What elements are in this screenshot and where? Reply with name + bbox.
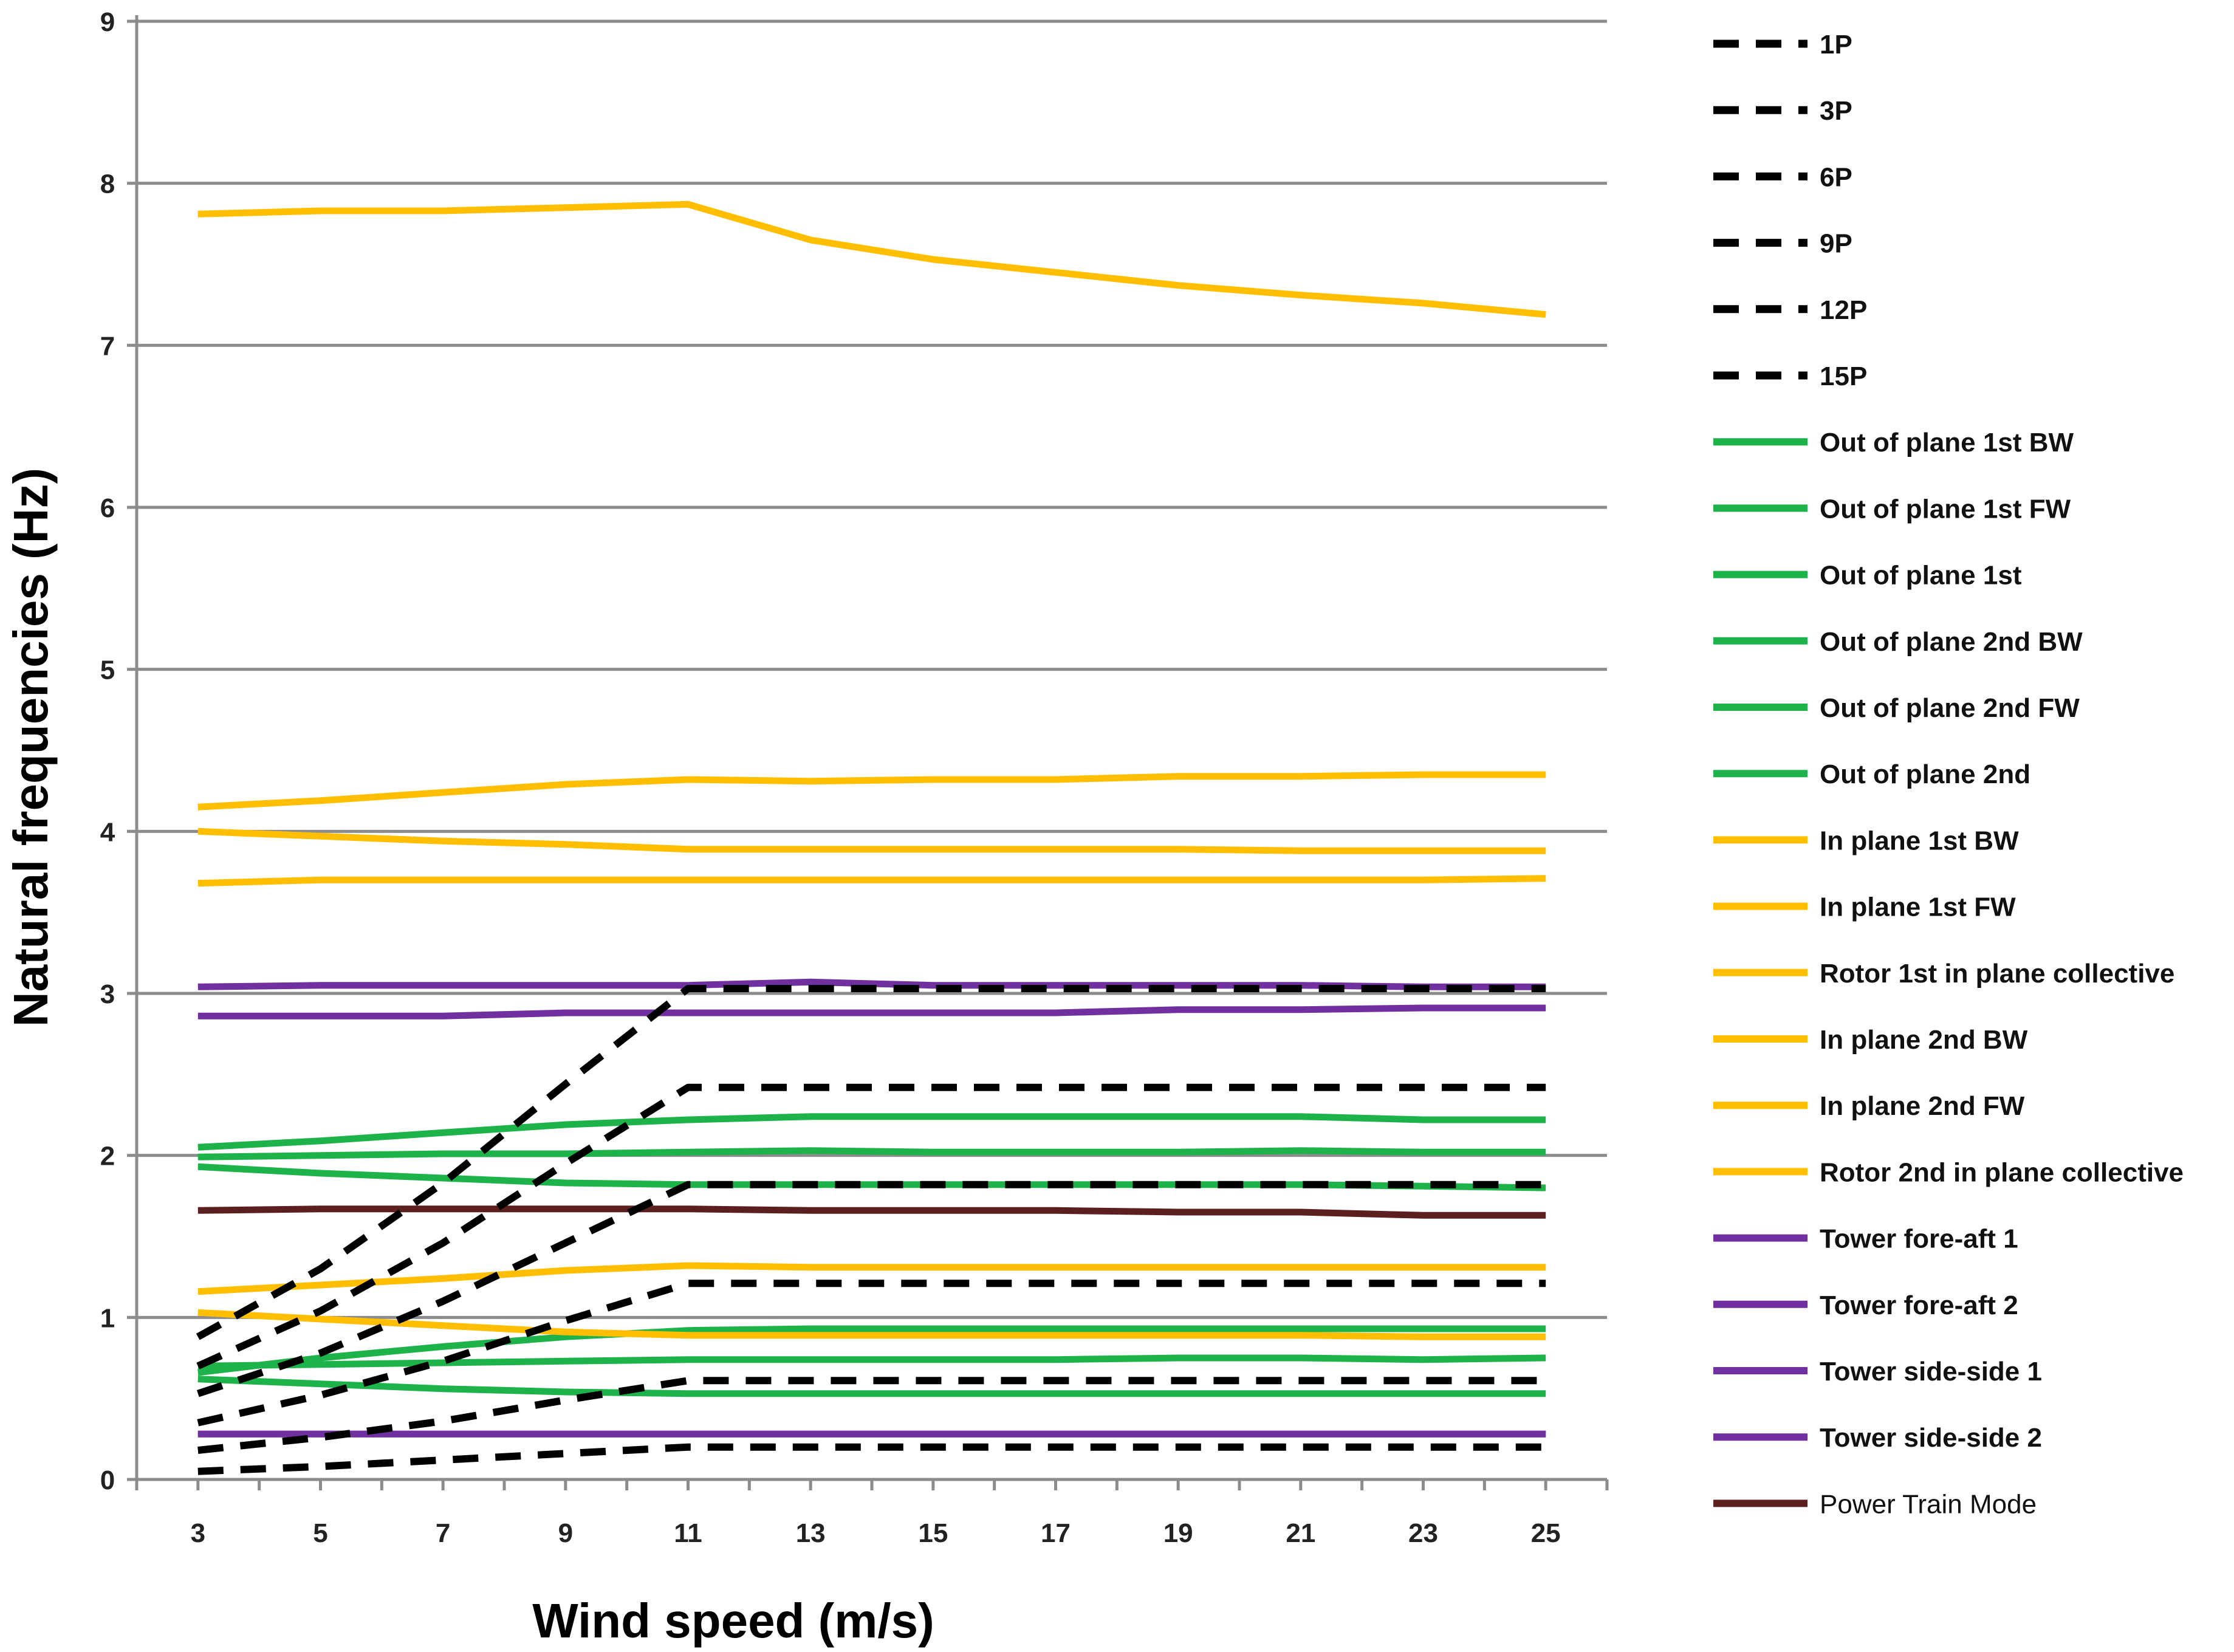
y-tick-label-5: 5 (100, 656, 115, 685)
y-axis-title: Natural frequencies (Hz) (4, 468, 58, 1027)
axes (127, 15, 1609, 1490)
series-line-rotor-2nd-in-plane-collective (197, 201, 1546, 318)
y-tick-label-4: 4 (100, 817, 115, 847)
x-tick-label-17: 17 (1041, 1518, 1071, 1548)
y-tick-label-8: 8 (100, 170, 115, 199)
legend-label-out-of-plane-1st: Out of plane 1st (1820, 561, 2022, 591)
gridlines (137, 19, 1607, 1319)
x-tick-label-9: 9 (558, 1518, 573, 1548)
y-tick-label-0: 0 (100, 1465, 115, 1495)
series-line-9p (196, 1181, 1546, 1397)
legend-label-6p: 6P (1820, 162, 1852, 192)
legend-label-rotor-1st-in-plane-collective: Rotor 1st in plane collective (1820, 959, 2174, 989)
legend-label-rotor-2nd-in-plane-collective: Rotor 2nd in plane collective (1820, 1157, 2184, 1187)
series-line-in-plane-2nd-fw (197, 1262, 1546, 1295)
series-line-in-plane-1st-bw (197, 875, 1546, 887)
legend-label-tower-side-side-2: Tower side-side 2 (1820, 1423, 2042, 1453)
legend-label-in-plane-2nd-fw: In plane 2nd FW (1820, 1091, 2025, 1121)
legend-label-power-train-mode: Power Train Mode (1820, 1489, 2037, 1519)
legend-label-out-of-plane-1st-bw: Out of plane 1st BW (1820, 428, 2074, 458)
y-tick-label-2: 2 (100, 1142, 115, 1171)
legend-label-out-of-plane-1st-fw: Out of plane 1st FW (1820, 494, 2071, 524)
series-line-6p (197, 1280, 1546, 1427)
x-tick-label-5: 5 (313, 1518, 327, 1548)
series-line-12p (196, 1083, 1546, 1369)
series-line-in-plane-1st-fw (197, 771, 1546, 811)
series-line-in-plane-2nd-bw (197, 1309, 1546, 1340)
series-line-out-of-plane-1st-bw (197, 1376, 1546, 1397)
y-tick-label-9: 9 (100, 7, 115, 37)
legend-label-out-of-plane-2nd: Out of plane 2nd (1820, 759, 2030, 789)
x-tick-label-3: 3 (191, 1518, 205, 1548)
series-line-out-of-plane-1st-fw (197, 1325, 1546, 1376)
series-line-tower-fore-aft-2 (197, 1004, 1546, 1020)
legend-label-in-plane-2nd-bw: In plane 2nd BW (1820, 1025, 2028, 1055)
legend-label-in-plane-1st-bw: In plane 1st BW (1820, 826, 2019, 855)
legend-label-3p: 3P (1820, 96, 1852, 126)
series-line-out-of-plane-2nd (197, 1147, 1546, 1160)
series-line-3p (197, 1377, 1546, 1454)
y-tick-label-7: 7 (100, 331, 115, 361)
legend-label-out-of-plane-2nd-fw: Out of plane 2nd FW (1820, 693, 2080, 723)
legend-label-tower-fore-aft-2: Tower fore-aft 2 (1820, 1290, 2018, 1320)
legend-label-tower-fore-aft-1: Tower fore-aft 1 (1820, 1224, 2018, 1254)
legend-label-12p: 12P (1820, 295, 1867, 325)
legend-label-out-of-plane-2nd-bw: Out of plane 2nd BW (1820, 627, 2083, 657)
legend-label-in-plane-1st-fw: In plane 1st FW (1820, 893, 2016, 922)
series-line-power-train-mode (197, 1205, 1546, 1219)
x-tick-label-23: 23 (1408, 1518, 1438, 1548)
series-lines (196, 201, 1546, 1475)
y-tick-label-1: 1 (100, 1303, 115, 1333)
x-tick-label-13: 13 (796, 1518, 826, 1548)
x-tick-label-21: 21 (1286, 1518, 1315, 1548)
legend-label-1p: 1P (1820, 30, 1852, 60)
series-line-rotor-1st-in-plane-collective (197, 828, 1546, 854)
y-tick-label-6: 6 (100, 493, 115, 523)
x-tick-label-15: 15 (918, 1518, 948, 1548)
series-line-15p (196, 985, 1546, 1340)
legend: 1P 3P 6P 9P 12P 15P Out of plane 1st BW Out of … (1713, 30, 2184, 1519)
legend-label-tower-side-side-1: Tower side-side 1 (1820, 1357, 2042, 1386)
series-line-1p (197, 1443, 1546, 1475)
x-tick-label-11: 11 (674, 1518, 702, 1548)
x-tick-label-7: 7 (436, 1518, 450, 1548)
x-tick-label-19: 19 (1163, 1518, 1193, 1548)
legend-label-15p: 15P (1820, 362, 1867, 391)
legend-label-9p: 9P (1820, 229, 1852, 259)
series-line-out-of-plane-2nd-fw (197, 1113, 1546, 1151)
y-tick-label-3: 3 (100, 979, 115, 1009)
x-tick-label-25: 25 (1531, 1518, 1561, 1548)
x-axis-title: Wind speed (m/s) (532, 1594, 934, 1648)
